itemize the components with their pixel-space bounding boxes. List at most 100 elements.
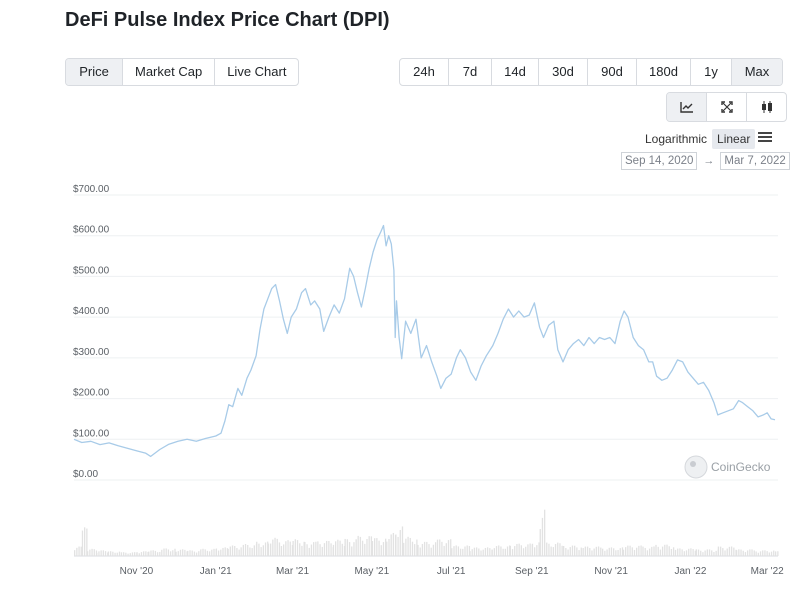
date-to-input[interactable]: Mar 7, 2022	[720, 152, 790, 170]
volume-bar	[571, 545, 574, 556]
volume-bar	[310, 544, 313, 556]
range-7d[interactable]: 7d	[449, 59, 492, 85]
volume-bar	[304, 541, 306, 556]
volume-bar	[644, 547, 646, 556]
volume-bar	[405, 538, 407, 556]
x-tick-label: Nov '21	[594, 566, 628, 577]
volume-bar	[704, 550, 706, 556]
volume-bar	[264, 542, 267, 556]
volume-bar	[697, 549, 700, 556]
range-30d[interactable]: 30d	[539, 59, 588, 85]
volume-bar	[525, 546, 527, 556]
volume-bar	[475, 547, 478, 556]
range-1y[interactable]: 1y	[691, 59, 732, 85]
volume-bar	[127, 553, 129, 556]
volume-bar	[355, 539, 357, 556]
volume-bar	[753, 550, 755, 556]
volume-bar	[751, 549, 753, 556]
volume-bar	[655, 544, 657, 556]
volume-bar	[670, 549, 673, 556]
volume-bar	[533, 547, 536, 556]
volume-bar	[86, 528, 88, 556]
volume-bar	[291, 544, 294, 556]
hamburger-menu-icon[interactable]	[758, 131, 772, 143]
volume-bar	[123, 552, 125, 556]
volume-bar	[222, 547, 224, 556]
volume-bar	[578, 550, 580, 556]
volume-bar	[116, 552, 118, 556]
volume-bar	[453, 546, 455, 556]
volume-bar	[351, 546, 353, 556]
linear-option[interactable]: Linear	[712, 129, 756, 149]
volume-bar	[260, 547, 262, 556]
volume-bar	[306, 544, 308, 556]
y-tick-label: $0.00	[73, 469, 98, 480]
volume-bar	[217, 550, 220, 556]
volume-bar	[138, 553, 140, 556]
volume-bar	[617, 549, 619, 556]
volume-bar	[419, 547, 421, 556]
candlestick-view-button[interactable]	[747, 93, 786, 121]
logarithmic-option[interactable]: Logarithmic	[645, 132, 708, 146]
volume-bar	[777, 551, 779, 556]
volume-bar	[744, 552, 747, 556]
volume-bar	[554, 544, 557, 556]
range-14d[interactable]: 14d	[492, 59, 539, 85]
volume-bar	[539, 529, 541, 556]
volume-bar	[567, 549, 569, 556]
tab-market-cap[interactable]: Market Cap	[123, 59, 216, 85]
line-view-button[interactable]	[667, 93, 707, 121]
volume-bar	[466, 545, 468, 556]
volume-bar	[189, 550, 191, 556]
volume-bar	[552, 547, 555, 556]
volume-bar	[713, 551, 715, 556]
date-range: Sep 14, 2020 → Mar 7, 2022	[621, 152, 790, 170]
volume-bar	[175, 551, 177, 556]
volume-bar	[775, 551, 777, 556]
volume-bar	[112, 551, 114, 556]
volume-bar	[215, 548, 218, 556]
volume-bar	[136, 552, 138, 556]
volume-bar	[227, 548, 229, 556]
volume-bar	[191, 550, 193, 556]
volume-bar	[186, 551, 188, 556]
y-tick-label: $100.00	[73, 428, 110, 439]
volume-bar	[195, 552, 198, 556]
range-90d[interactable]: 90d	[588, 59, 637, 85]
tab-live-chart[interactable]: Live Chart	[227, 64, 287, 79]
volume-bar	[436, 539, 439, 556]
range-180d[interactable]: 180d	[637, 59, 691, 85]
volume-bar	[640, 545, 642, 556]
volume-bar	[768, 552, 770, 556]
fullscreen-button[interactable]	[707, 93, 747, 121]
volume-bar	[118, 551, 121, 556]
volume-bar	[627, 545, 629, 556]
volume-bar	[531, 543, 534, 556]
volume-bar	[498, 545, 500, 556]
volume-bar	[426, 541, 428, 556]
volume-bar	[550, 546, 552, 556]
volume-bar	[569, 547, 571, 556]
volume-bar	[580, 547, 582, 556]
volume-bar	[344, 538, 346, 556]
volume-bar	[681, 549, 683, 556]
range-24h[interactable]: 24h	[400, 59, 449, 85]
volume-bar	[657, 546, 659, 556]
volume-bar	[589, 548, 591, 556]
volume-bar	[93, 549, 95, 556]
volume-bar	[664, 544, 666, 556]
volume-bar	[434, 542, 437, 556]
date-from-input[interactable]: Sep 14, 2020	[621, 152, 698, 170]
range-max[interactable]: Max	[732, 59, 782, 85]
volume-bar	[651, 546, 653, 556]
volume-bar	[240, 547, 242, 556]
volume-bar	[150, 550, 152, 556]
volume-bar	[735, 550, 738, 556]
tab-price[interactable]: Price	[66, 59, 123, 85]
volume-bar	[374, 538, 376, 556]
volume-bar	[478, 548, 480, 556]
volume-bar	[315, 541, 317, 556]
volume-bar	[267, 541, 269, 556]
volume-bar	[595, 546, 598, 556]
